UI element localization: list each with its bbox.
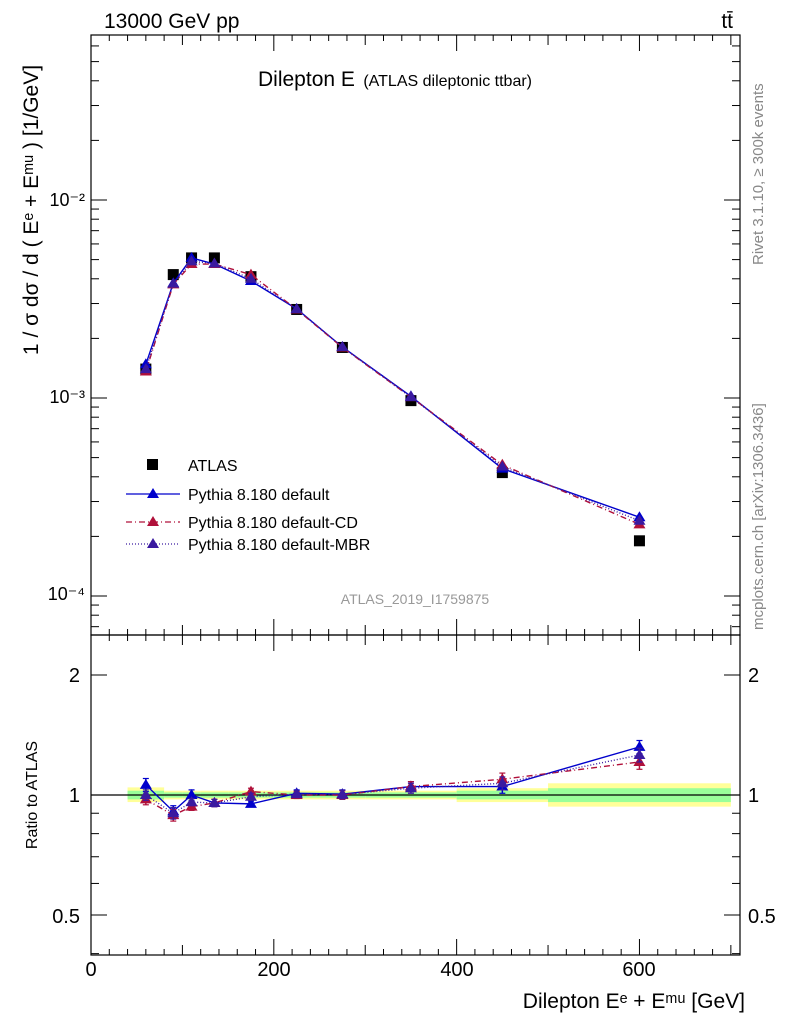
series-line-1 bbox=[145, 257, 640, 518]
data-point-triangle bbox=[336, 340, 349, 351]
ratio-ticks bbox=[90, 635, 740, 955]
ratio-point bbox=[633, 748, 646, 759]
xtick-label-600: 600 bbox=[622, 959, 655, 981]
ytick-label-1e-4: 10⁻⁴ bbox=[48, 584, 85, 604]
xtick-label-0: 0 bbox=[85, 959, 96, 981]
legend-label-mbr: Pythia 8.180 default-MBR bbox=[188, 537, 370, 554]
ratio-point bbox=[185, 789, 198, 799]
ratio-ytick-label-2-left: 2 bbox=[69, 665, 80, 687]
ratio-ytick-label-05-left: 0.5 bbox=[52, 906, 80, 928]
main-series bbox=[139, 251, 646, 547]
main-ticks bbox=[90, 35, 740, 635]
data-point-triangle bbox=[185, 255, 198, 266]
mcplots-label: mcplots.cern.ch [arXiv:1306.3436] bbox=[750, 403, 767, 630]
analysis-watermark: ATLAS_2019_I1759875 bbox=[341, 591, 490, 607]
xaxis-label: Dilepton Eᵉ + Eᵐᵘ [GeV] bbox=[523, 990, 745, 1013]
main-ylabel: 1 / σ dσ / d ( Eᵉ + Eᵐᵘ ) [1/GeV] bbox=[20, 65, 43, 355]
ratio-ytick-label-1-left: 1 bbox=[69, 785, 80, 807]
legend-label-atlas: ATLAS bbox=[188, 458, 238, 475]
ytick-label-1e-3: 10⁻³ bbox=[49, 387, 85, 407]
chart-title-main: Dilepton E bbox=[258, 68, 355, 91]
energy-label: 13000 GeV pp bbox=[104, 10, 239, 33]
legend-label-cd: Pythia 8.180 default-CD bbox=[188, 515, 358, 532]
ratio-ytick-label-2-right: 2 bbox=[748, 665, 759, 687]
data-point-square bbox=[496, 467, 508, 479]
ratio-point bbox=[167, 807, 180, 818]
legend-label-default: Pythia 8.180 default bbox=[188, 487, 330, 504]
process-label: tt̄ bbox=[721, 10, 733, 33]
ratio-point bbox=[139, 778, 152, 789]
chart-title: Dilepton E (ATLAS dileptonic ttbar) bbox=[258, 68, 532, 91]
ratio-point bbox=[336, 788, 349, 799]
main-ytick-labels: 10⁻⁴ 10⁻³ 10⁻² bbox=[48, 190, 85, 604]
ratio-line-0 bbox=[145, 746, 640, 813]
data-point-square bbox=[633, 535, 645, 547]
data-point-triangle bbox=[404, 391, 417, 402]
data-point-triangle bbox=[244, 272, 257, 283]
series-line-2 bbox=[145, 263, 640, 526]
xtick-label-200: 200 bbox=[257, 959, 290, 981]
rivet-label: Rivet 3.1.10, ≥ 300k events bbox=[750, 83, 767, 265]
series-line-3 bbox=[145, 260, 640, 522]
ratio-series bbox=[139, 739, 646, 822]
data-point-triangle bbox=[290, 303, 303, 314]
ratio-panel: 2 1 0.5 2 1 0.5 Ratio to ATLAS 0 200 400… bbox=[24, 634, 776, 1013]
ratio-point bbox=[208, 796, 221, 807]
ratio-point bbox=[139, 789, 152, 799]
chart-subtitle: (ATLAS dileptonic ttbar) bbox=[363, 73, 532, 90]
ratio-ytick-label-1-right: 1 bbox=[748, 785, 759, 807]
series-1 bbox=[139, 251, 646, 522]
data-point-square bbox=[167, 269, 179, 281]
data-point-triangle bbox=[496, 460, 509, 471]
ratio-point bbox=[496, 777, 509, 788]
legend: ATLAS Pythia 8.180 default Pythia 8.180 … bbox=[126, 458, 370, 554]
ratio-line-1 bbox=[145, 761, 640, 816]
ratio-point bbox=[404, 782, 417, 793]
ratio-point bbox=[185, 796, 198, 807]
series-3 bbox=[139, 255, 646, 525]
data-point-triangle bbox=[633, 514, 646, 525]
data-point-triangle bbox=[139, 363, 152, 374]
ratio-ylabel: Ratio to ATLAS bbox=[24, 741, 41, 849]
ytick-label-1e-2: 10⁻² bbox=[49, 190, 85, 210]
legend-marker-cd bbox=[147, 516, 159, 526]
legend-marker-default bbox=[147, 488, 159, 498]
legend-marker-mbr bbox=[147, 538, 159, 548]
ratio-ytick-label-05-right: 0.5 bbox=[748, 906, 776, 928]
legend-marker-atlas bbox=[147, 459, 158, 470]
ratio-point bbox=[244, 790, 257, 801]
ratio-series-2 bbox=[139, 747, 646, 820]
ratio-point bbox=[244, 797, 257, 808]
main-panel: 10⁻⁴ 10⁻³ 10⁻² 1 / σ dσ / d ( Eᵉ + Eᵐᵘ )… bbox=[20, 34, 741, 636]
ratio-point bbox=[290, 788, 303, 799]
data-point-triangle bbox=[167, 277, 180, 288]
xtick-label-400: 400 bbox=[440, 959, 473, 981]
data-point-triangle bbox=[208, 257, 221, 268]
